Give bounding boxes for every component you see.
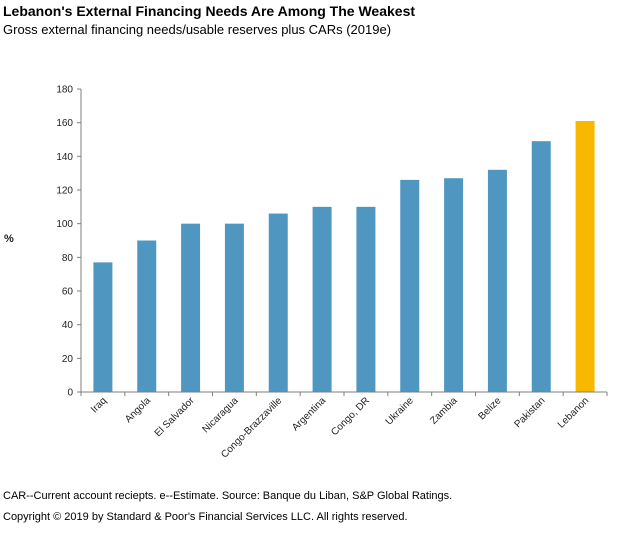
x-category-label: Ukraine (384, 395, 416, 427)
bar-argentina (312, 206, 332, 392)
y-tick-label: 140 (56, 152, 73, 163)
y-tick-label: 120 (56, 186, 73, 197)
bar-el-salvador (181, 223, 201, 392)
bar-congo-dr (356, 206, 376, 392)
x-category-label: Congo, DR (329, 395, 372, 438)
bar-angola (137, 240, 157, 392)
x-axis: Iraq Angola El Salvador NicaraguaCongo-Braz… (80, 391, 608, 461)
bars (93, 120, 595, 392)
x-category-label: Zambia (428, 395, 460, 427)
y-tick-label: 100 (56, 219, 73, 230)
y-tick-label: 40 (62, 320, 74, 331)
chart-subtitle: Gross external financing needs/usable re… (3, 22, 392, 37)
x-category-label: Angola (123, 395, 153, 425)
footnote: CAR--Current account reciepts. e--Estima… (3, 490, 453, 502)
x-category-label: Argentina (290, 395, 328, 433)
x-category-label: El Salvador (153, 395, 197, 439)
bar-belize (487, 169, 507, 392)
y-tick-label: 160 (56, 118, 73, 129)
y-axis-label: % (4, 233, 14, 245)
bar-chart: 0 20 40 60 80 100 120 140 160 180 Iraq Angola El Sa… (4, 85, 608, 461)
y-tick-label: 60 (62, 287, 74, 298)
chart-title: Lebanon's External Financing Needs Are A… (3, 3, 416, 19)
y-tick-label: 20 (62, 354, 74, 365)
x-category-label: Lebanon (556, 395, 591, 430)
copyright: Copyright © 2019 by Standard & Poor's Fi… (3, 511, 408, 523)
y-tick-label: 0 (67, 388, 73, 399)
bar-lebanon (575, 120, 595, 392)
y-axis: 0 20 40 60 80 100 120 140 160 180 (56, 85, 82, 399)
bar-zambia (444, 178, 464, 392)
bar-pakistan (531, 141, 551, 392)
y-tick-label: 180 (56, 85, 73, 96)
y-tick-label: 80 (62, 253, 74, 264)
bar-iraq (93, 262, 113, 392)
bar-congo-brazzaville (268, 213, 288, 392)
x-category-label: Nicaragua (201, 395, 241, 435)
bar-nicaragua (224, 223, 244, 392)
x-category-label: Pakistan (512, 395, 547, 430)
x-category-label: Belize (476, 395, 503, 422)
bar-ukraine (400, 179, 420, 392)
x-category-label: Iraq (89, 395, 109, 415)
